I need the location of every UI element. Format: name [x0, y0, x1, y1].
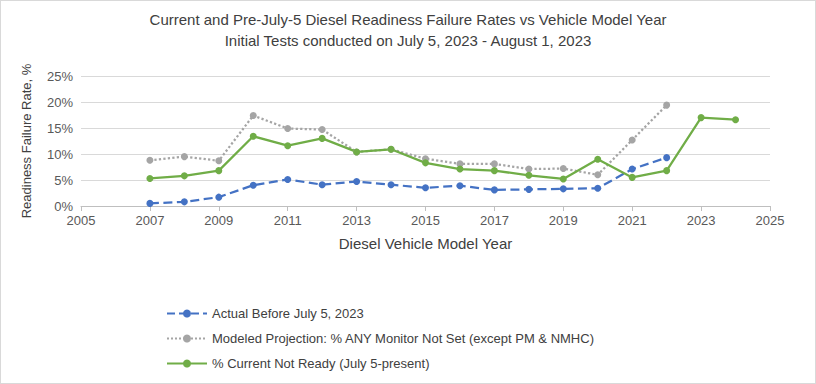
svg-text:10%: 10% — [47, 147, 73, 162]
svg-text:% Current Not Ready (July 5-pr: % Current Not Ready (July 5-present) — [212, 356, 429, 371]
svg-text:2015: 2015 — [411, 213, 440, 228]
svg-text:2021: 2021 — [618, 213, 647, 228]
svg-text:2013: 2013 — [342, 213, 371, 228]
svg-text:25%: 25% — [47, 69, 73, 84]
svg-text:15%: 15% — [47, 121, 73, 136]
svg-text:5%: 5% — [54, 173, 73, 188]
svg-text:2023: 2023 — [687, 213, 716, 228]
svg-text:2019: 2019 — [549, 213, 578, 228]
svg-text:Modeled Projection: % ANY Moni: Modeled Projection: % ANY Monitor Not Se… — [212, 331, 594, 346]
svg-text:0%: 0% — [54, 199, 73, 214]
svg-text:Readiness Failure Rate, %: Readiness Failure Rate, % — [19, 63, 34, 218]
svg-text:2017: 2017 — [480, 213, 509, 228]
svg-text:20%: 20% — [47, 95, 73, 110]
svg-text:Initial Tests conducted on Jul: Initial Tests conducted on July 5, 2023 … — [225, 32, 592, 49]
svg-text:2025: 2025 — [756, 213, 785, 228]
svg-text:Current and Pre-July-5 Diesel: Current and Pre-July-5 Diesel Readiness … — [150, 11, 667, 28]
svg-text:2007: 2007 — [135, 213, 164, 228]
svg-text:2011: 2011 — [274, 213, 302, 228]
svg-text:2009: 2009 — [204, 213, 233, 228]
svg-text:2005: 2005 — [67, 213, 96, 228]
svg-text:Diesel Vehicle Model Year: Diesel Vehicle Model Year — [339, 235, 512, 252]
svg-text:Actual Before July 5, 2023: Actual Before July 5, 2023 — [212, 306, 364, 321]
